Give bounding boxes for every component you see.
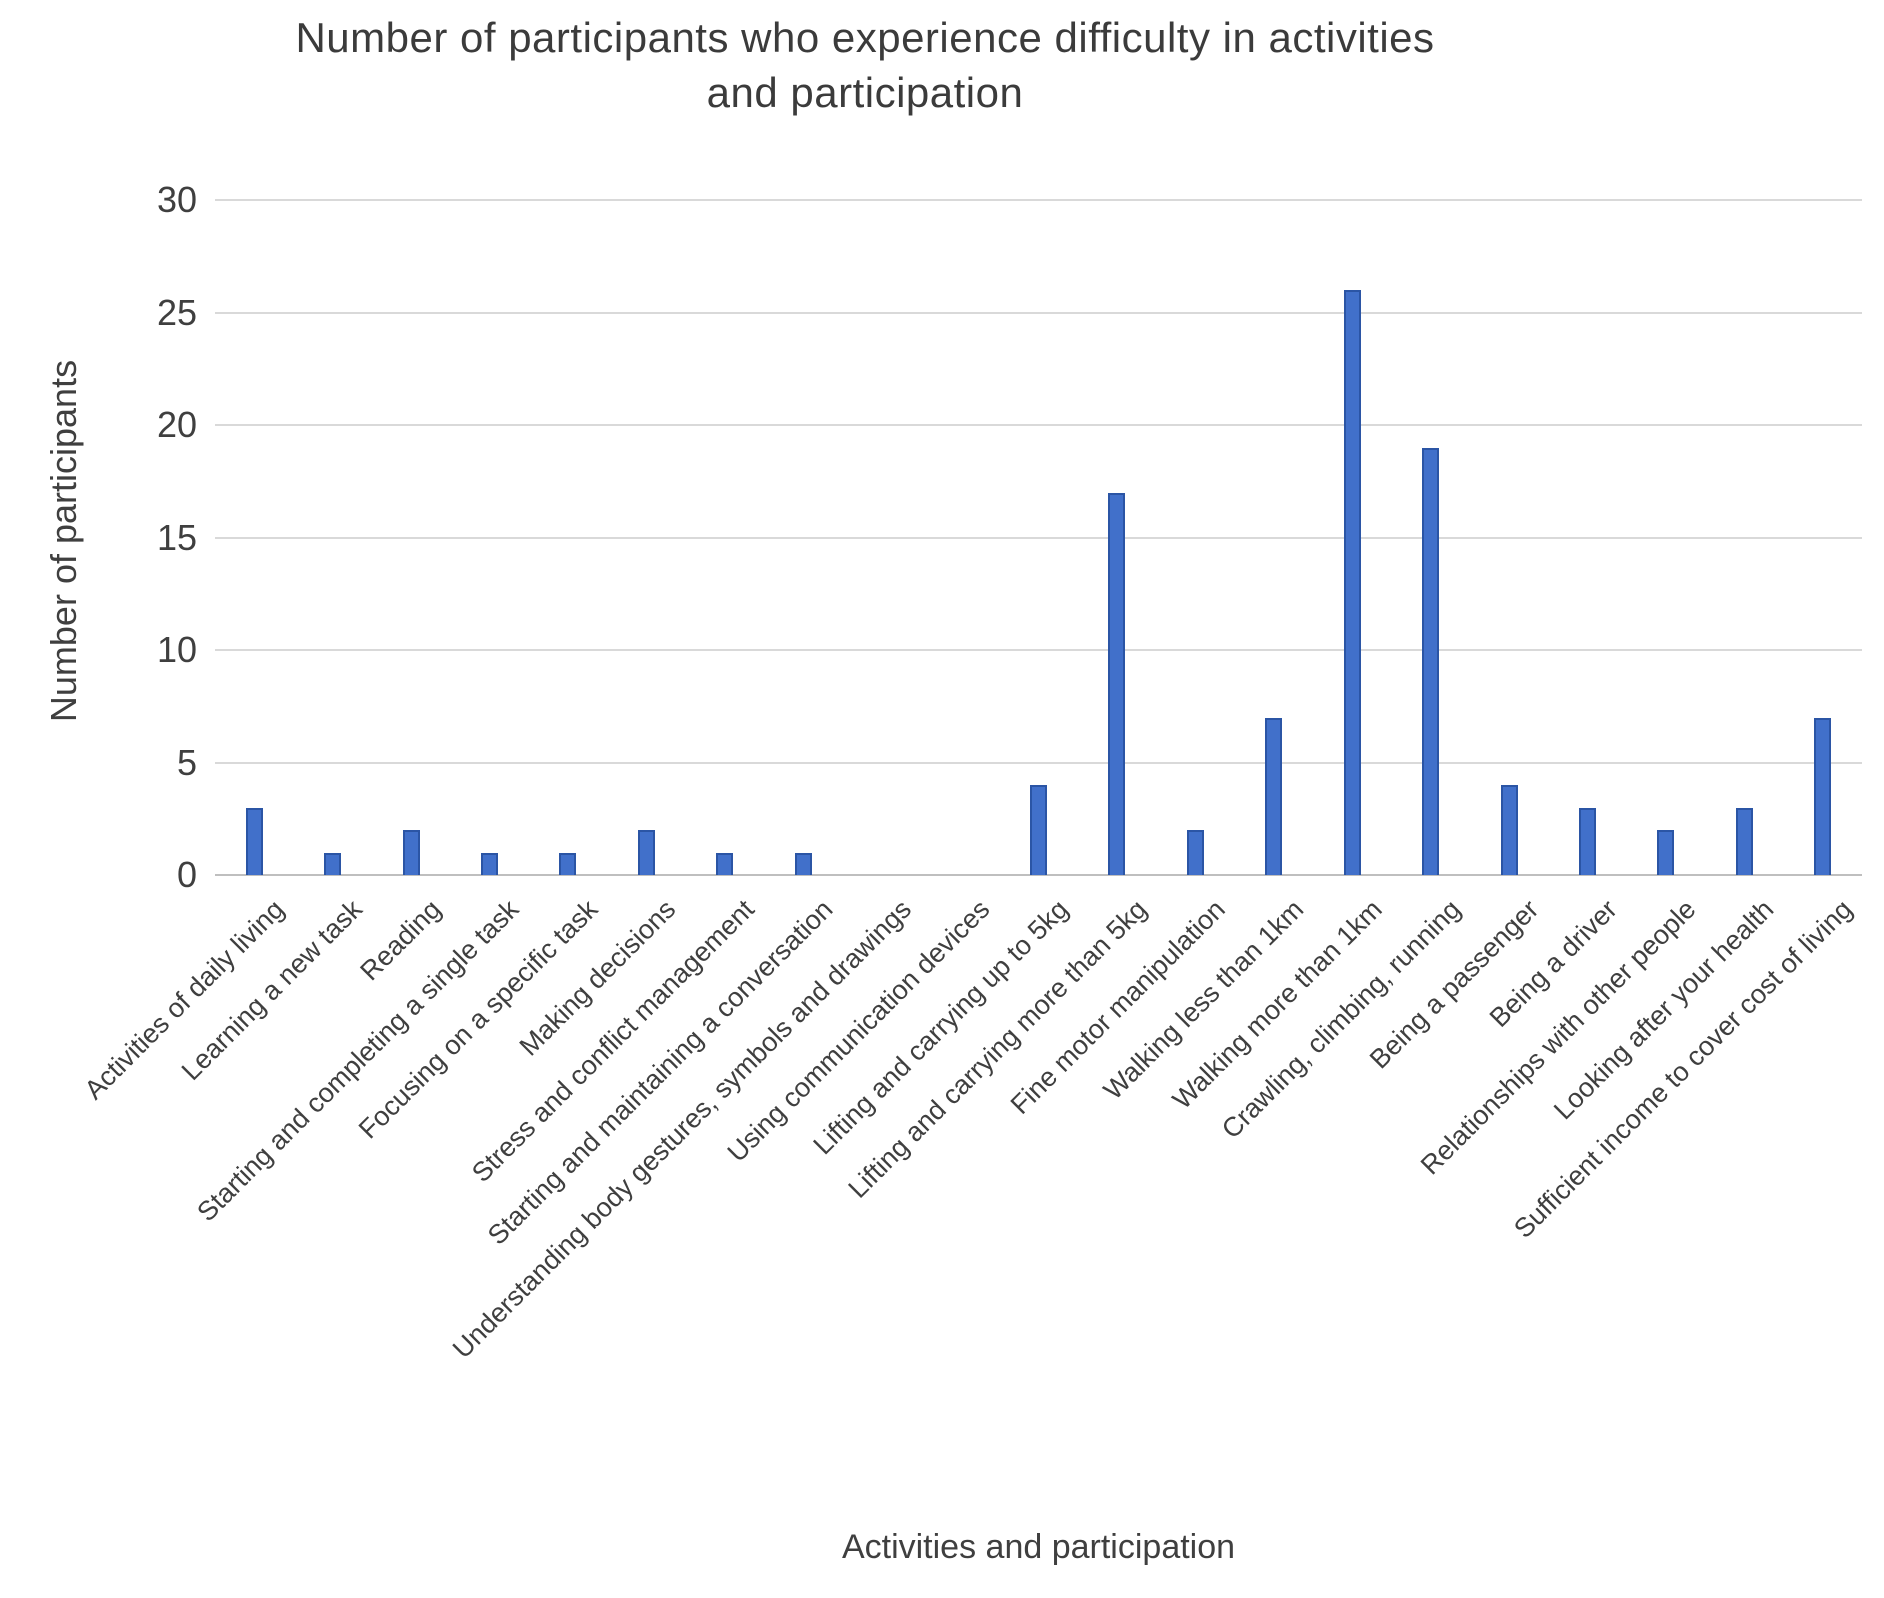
bar (324, 852, 342, 875)
bar (559, 852, 577, 875)
gridline (215, 536, 1862, 539)
y-tick-label: 0 (176, 854, 197, 895)
bar (1579, 807, 1596, 875)
bar (245, 807, 263, 875)
chart-title: Number of participants who experience di… (70, 10, 1660, 121)
y-tick-label: 25 (156, 291, 197, 333)
bar (481, 852, 498, 875)
y-tick-label: 20 (156, 404, 197, 445)
bar (1657, 830, 1675, 875)
bar (1814, 717, 1832, 875)
gridline (215, 311, 1862, 314)
bar (1343, 290, 1361, 875)
y-tick-label: 15 (156, 516, 197, 558)
x-axis-line (215, 874, 1862, 876)
bar (637, 830, 655, 875)
bar (1186, 830, 1204, 875)
bar (794, 852, 812, 875)
bar (716, 852, 734, 875)
y-tick-label: 5 (176, 741, 197, 783)
gridline (215, 649, 1862, 651)
gridline (215, 424, 1862, 426)
bar (1735, 807, 1753, 875)
chart-title-line: Number of participants who experience di… (295, 14, 1435, 61)
bar (402, 830, 420, 875)
chart-title-line: and participation (706, 69, 1024, 117)
category-label: Stress and conflict management (466, 894, 761, 1188)
y-tick-label: 30 (156, 179, 197, 220)
bar (1422, 447, 1440, 875)
gridline (215, 199, 1862, 201)
bar (1500, 785, 1518, 875)
bar (1265, 717, 1283, 875)
bar (1108, 492, 1126, 875)
x-axis-title: Activities and participation (841, 1528, 1236, 1566)
gridline (215, 761, 1862, 764)
y-tick-label: 10 (156, 629, 197, 670)
bar (1030, 785, 1047, 875)
